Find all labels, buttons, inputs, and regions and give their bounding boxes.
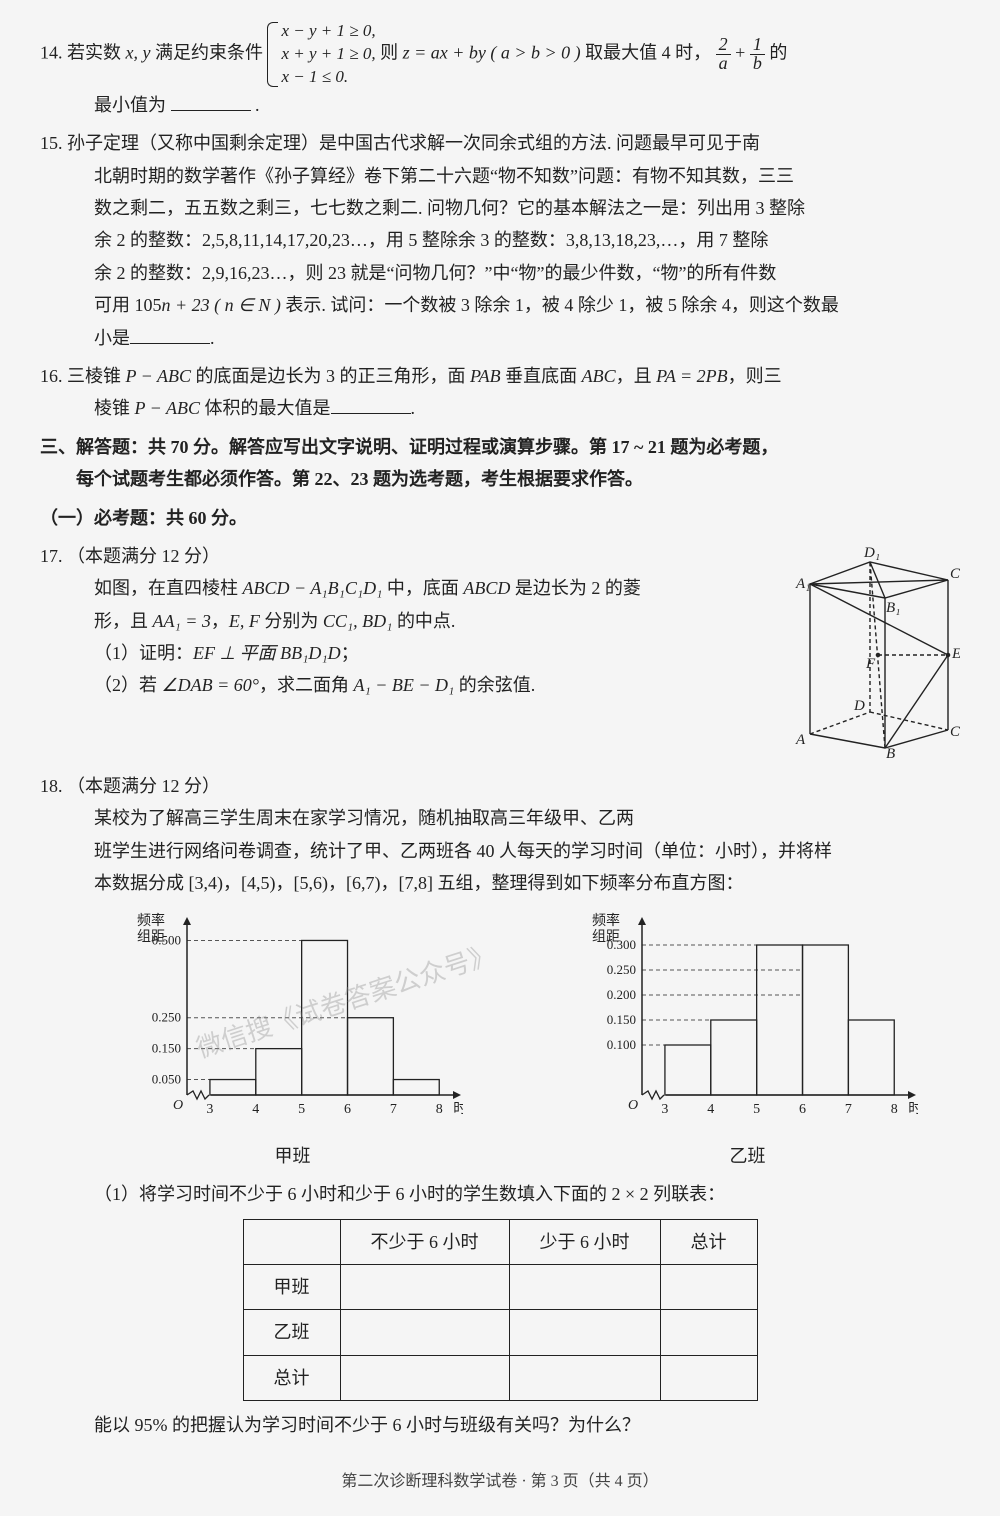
q14-num: 14. bbox=[40, 43, 63, 63]
section-3-sub: （一）必考题：共 60 分。 bbox=[40, 502, 960, 534]
section-3-title: 三、解答题：共 70 分。解答应写出文字说明、证明过程或演算步骤。第 17 ~ … bbox=[40, 431, 960, 496]
q17-prism-figure: A₁ B₁ C₁ D₁ A B C D E F bbox=[790, 544, 960, 758]
q14-t2: 满足约束条件 bbox=[155, 43, 268, 63]
histogram-b: 频率组距0.1000.1500.2000.2500.300O345678时间：小… bbox=[578, 909, 918, 1129]
svg-text:7: 7 bbox=[844, 1102, 851, 1117]
charts-row: 频率组距0.0500.1500.2500.500O345678时间：小时 甲班 … bbox=[80, 909, 960, 1172]
chart-b-name: 乙班 bbox=[578, 1140, 918, 1172]
svg-text:0.150: 0.150 bbox=[606, 1012, 635, 1027]
table-header: 总计 bbox=[660, 1219, 757, 1264]
svg-text:0.100: 0.100 bbox=[606, 1037, 635, 1052]
histogram-a: 频率组距0.0500.1500.2500.500O345678时间：小时 bbox=[123, 909, 463, 1129]
table-row: 甲班 bbox=[243, 1265, 757, 1310]
svg-text:时间：小时: 时间：小时 bbox=[908, 1101, 918, 1117]
svg-text:B₁: B₁ bbox=[886, 600, 900, 616]
chart-class-a: 频率组距0.0500.1500.2500.500O345678时间：小时 甲班 bbox=[123, 909, 463, 1172]
svg-text:频率: 频率 bbox=[592, 912, 620, 929]
q14-frac1: 2a bbox=[716, 35, 731, 75]
question-18: 18. （本题满分 12 分） 某校为了解高三学生周末在家学习情况，随机抽取高三… bbox=[40, 770, 960, 1442]
q14-brace: x − y + 1 ≥ 0, x + y + 1 ≥ 0, x − 1 ≤ 0. bbox=[267, 20, 375, 89]
question-15: 15. 孙子定理（又称中国剩余定理）是中国古代求解一次同余式组的方法. 问题最早… bbox=[40, 127, 960, 354]
svg-text:4: 4 bbox=[707, 1102, 714, 1117]
q18-sub1: （1）将学习时间不少于 6 小时和少于 6 小时的学生数填入下面的 2 × 2 … bbox=[40, 1178, 960, 1210]
q18-sub1q: 能以 95% 的把握认为学习时间不少于 6 小时与班级有关吗？为什么？ bbox=[40, 1409, 960, 1441]
question-14: 14. 若实数 x, y 满足约束条件 x − y + 1 ≥ 0, x + y… bbox=[40, 20, 960, 121]
svg-text:0.300: 0.300 bbox=[606, 937, 635, 952]
svg-text:3: 3 bbox=[206, 1102, 213, 1117]
contingency-table: 不少于 6 小时 少于 6 小时 总计 甲班 乙班 总计 bbox=[243, 1219, 758, 1402]
svg-text:0.500: 0.500 bbox=[151, 933, 180, 948]
svg-text:0.050: 0.050 bbox=[151, 1072, 180, 1087]
svg-text:0.150: 0.150 bbox=[151, 1041, 180, 1056]
question-16: 16. 三棱锥 P − ABC 的底面是边长为 3 的正三角形，面 PAB 垂直… bbox=[40, 360, 960, 425]
chart-class-b: 频率组距0.1000.1500.2000.2500.300O345678时间：小… bbox=[578, 909, 918, 1172]
table-row: 总计 bbox=[243, 1355, 757, 1400]
svg-text:O: O bbox=[628, 1098, 638, 1113]
svg-text:A: A bbox=[795, 732, 806, 748]
svg-text:C₁: C₁ bbox=[950, 566, 960, 582]
svg-text:0.200: 0.200 bbox=[606, 987, 635, 1002]
svg-text:0.250: 0.250 bbox=[151, 1010, 180, 1025]
q16-blank bbox=[331, 395, 411, 414]
question-17: A₁ B₁ C₁ D₁ A B C D E F 17. （本题满分 12 分） … bbox=[40, 540, 960, 764]
svg-text:8: 8 bbox=[890, 1102, 897, 1117]
table-header: 不少于 6 小时 bbox=[340, 1219, 509, 1264]
page-footer: 第二次诊断理科数学试卷 · 第 3 页（共 4 页） bbox=[40, 1468, 960, 1497]
svg-text:时间：小时: 时间：小时 bbox=[453, 1101, 463, 1117]
svg-text:C: C bbox=[950, 724, 960, 740]
table-header bbox=[243, 1219, 340, 1264]
q15-blank bbox=[130, 325, 210, 344]
svg-text:8: 8 bbox=[435, 1102, 442, 1117]
svg-text:B: B bbox=[886, 746, 895, 758]
svg-text:7: 7 bbox=[389, 1102, 396, 1117]
table-header-row: 不少于 6 小时 少于 6 小时 总计 bbox=[243, 1219, 757, 1264]
svg-text:D₁: D₁ bbox=[863, 545, 880, 561]
q14-t1: 若实数 bbox=[67, 43, 126, 63]
svg-text:频率: 频率 bbox=[137, 912, 165, 929]
svg-text:5: 5 bbox=[753, 1102, 760, 1117]
svg-text:D: D bbox=[853, 698, 865, 714]
table-row: 乙班 bbox=[243, 1310, 757, 1355]
q14-frac2: 1b bbox=[750, 35, 765, 75]
svg-text:6: 6 bbox=[799, 1102, 806, 1117]
svg-text:3: 3 bbox=[661, 1102, 668, 1117]
svg-text:A₁: A₁ bbox=[795, 576, 810, 592]
svg-text:5: 5 bbox=[298, 1102, 305, 1117]
table-header: 少于 6 小时 bbox=[509, 1219, 660, 1264]
svg-text:0.250: 0.250 bbox=[606, 962, 635, 977]
q14-vars: x, y bbox=[126, 43, 151, 63]
svg-text:4: 4 bbox=[252, 1102, 259, 1117]
svg-text:6: 6 bbox=[344, 1102, 351, 1117]
q14-blank bbox=[171, 92, 251, 111]
chart-a-name: 甲班 bbox=[123, 1140, 463, 1172]
svg-text:F: F bbox=[865, 656, 876, 672]
svg-text:O: O bbox=[173, 1098, 183, 1113]
svg-text:E: E bbox=[951, 646, 960, 662]
